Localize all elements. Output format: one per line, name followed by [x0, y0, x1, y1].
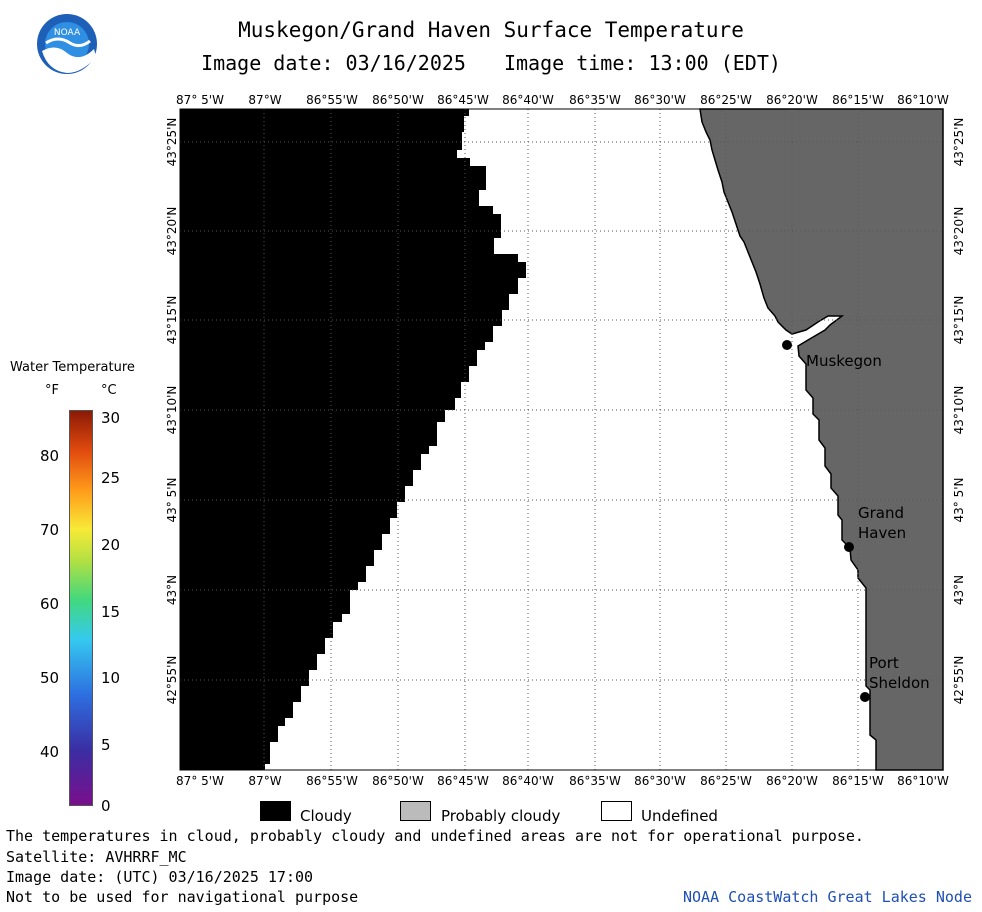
place-label-haven: Haven [858, 524, 906, 542]
footer-nav-warning: Not to be used for navigational purpose [6, 888, 359, 906]
grand-haven-marker [844, 542, 854, 552]
c-label: 15 [101, 603, 121, 621]
temperature-colorbar [69, 410, 93, 806]
c-label: 30 [101, 409, 121, 427]
footer-note: The temperatures in cloud, probably clou… [6, 827, 864, 845]
muskegon-marker [782, 340, 792, 350]
svg-text:87° 5'W: 87° 5'W [176, 93, 224, 107]
unit-celsius: °C [101, 383, 117, 398]
c-label: 20 [101, 536, 121, 554]
legend-swatch-cloudy [260, 801, 291, 821]
svg-text:86°35'W: 86°35'W [569, 774, 621, 788]
image-datetime: Image date: 03/16/2025 Image time: 13:00 … [0, 51, 982, 75]
svg-text:43°15'N: 43°15'N [952, 296, 966, 345]
svg-text:43°10'N: 43°10'N [952, 386, 966, 435]
cloudy-region [180, 109, 526, 770]
lat-labels-right: 43°25'N 43°20'N 43°15'N 43°10'N 43° 5'N … [952, 118, 966, 705]
svg-text:87°W: 87°W [248, 774, 281, 788]
lat-labels-left: 43°25'N 43°20'N 43°15'N 43°10'N 43° 5'N … [165, 118, 179, 705]
place-label-grand: Grand [858, 504, 904, 522]
svg-text:42°55'N: 42°55'N [952, 656, 966, 705]
land-region [699, 108, 944, 771]
svg-text:43°20'N: 43°20'N [165, 207, 179, 256]
svg-text:86°30'W: 86°30'W [634, 93, 686, 107]
image-time: Image time: 13:00 (EDT) [503, 51, 781, 75]
svg-text:86°15'W: 86°15'W [832, 774, 884, 788]
page-title: Muskegon/Grand Haven Surface Temperature [238, 18, 744, 42]
svg-text:86°10'W: 86°10'W [897, 774, 949, 788]
f-label: 40 [40, 743, 60, 761]
unit-fahrenheit: °F [45, 383, 59, 398]
f-label: 70 [40, 521, 60, 539]
c-label: 10 [101, 669, 121, 687]
svg-text:86°50'W: 86°50'W [372, 93, 424, 107]
legend-label-undefined: Undefined [641, 807, 718, 825]
noaa-logo-icon: NOAA [37, 14, 97, 74]
svg-text:86°55'W: 86°55'W [306, 93, 358, 107]
c-label: 25 [101, 469, 121, 487]
footer-satellite: Satellite: AVHRRF_MC [6, 848, 187, 866]
f-label: 60 [40, 595, 60, 613]
svg-text:43° 5'N: 43° 5'N [165, 478, 179, 523]
c-label: 5 [101, 736, 111, 754]
svg-text:43°15'N: 43°15'N [165, 296, 179, 345]
place-label-port: Port [869, 654, 899, 672]
svg-text:43°N: 43°N [952, 575, 966, 605]
svg-text:86°35'W: 86°35'W [569, 93, 621, 107]
svg-text:87° 5'W: 87° 5'W [176, 774, 224, 788]
svg-text:86°20'W: 86°20'W [766, 93, 818, 107]
svg-text:43°N: 43°N [165, 575, 179, 605]
svg-text:86°40'W: 86°40'W [502, 774, 554, 788]
lon-labels-top: 87° 5'W 87°W 86°55'W 86°50'W 86°45'W 86°… [176, 93, 949, 107]
svg-text:86°15'W: 86°15'W [832, 93, 884, 107]
legend-label-cloudy: Cloudy [300, 807, 352, 825]
svg-text:87°W: 87°W [248, 93, 281, 107]
place-label-muskegon: Muskegon [806, 352, 882, 370]
port-sheldon-marker [860, 692, 870, 702]
svg-text:86°40'W: 86°40'W [502, 93, 554, 107]
svg-text:43°10'N: 43°10'N [165, 386, 179, 435]
f-label: 80 [40, 447, 60, 465]
footer-utc-date: Image date: (UTC) 03/16/2025 17:00 [6, 868, 314, 886]
svg-text:43°25'N: 43°25'N [952, 118, 966, 167]
f-label: 50 [40, 669, 60, 687]
c-label: 0 [101, 797, 111, 815]
svg-text:86°10'W: 86°10'W [897, 93, 949, 107]
image-date: Image date: 03/16/2025 [201, 51, 466, 75]
legend-swatch-probably-cloudy [400, 801, 431, 821]
svg-text:86°25'W: 86°25'W [700, 93, 752, 107]
place-label-sheldon: Sheldon [869, 674, 930, 692]
lon-labels-bottom: 87° 5'W 87°W 86°55'W 86°50'W 86°45'W 86°… [176, 774, 949, 788]
svg-text:86°55'W: 86°55'W [306, 774, 358, 788]
svg-text:43°20'N: 43°20'N [952, 207, 966, 256]
svg-text:86°50'W: 86°50'W [372, 774, 424, 788]
svg-text:86°25'W: 86°25'W [700, 774, 752, 788]
svg-text:42°55'N: 42°55'N [165, 656, 179, 705]
legend-label-probably-cloudy: Probably cloudy [441, 807, 561, 825]
map-frame [179, 108, 944, 771]
svg-text:43° 5'N: 43° 5'N [952, 478, 966, 523]
credit-text: NOAA CoastWatch Great Lakes Node [683, 888, 972, 906]
svg-text:86°45'W: 86°45'W [437, 774, 489, 788]
svg-text:43°25'N: 43°25'N [165, 118, 179, 167]
svg-text:86°45'W: 86°45'W [437, 93, 489, 107]
svg-text:86°20'W: 86°20'W [766, 774, 818, 788]
colorbar-title: Water Temperature [10, 360, 135, 375]
logo-text: NOAA [54, 28, 81, 38]
legend-swatch-undefined [601, 801, 632, 821]
svg-text:86°30'W: 86°30'W [634, 774, 686, 788]
